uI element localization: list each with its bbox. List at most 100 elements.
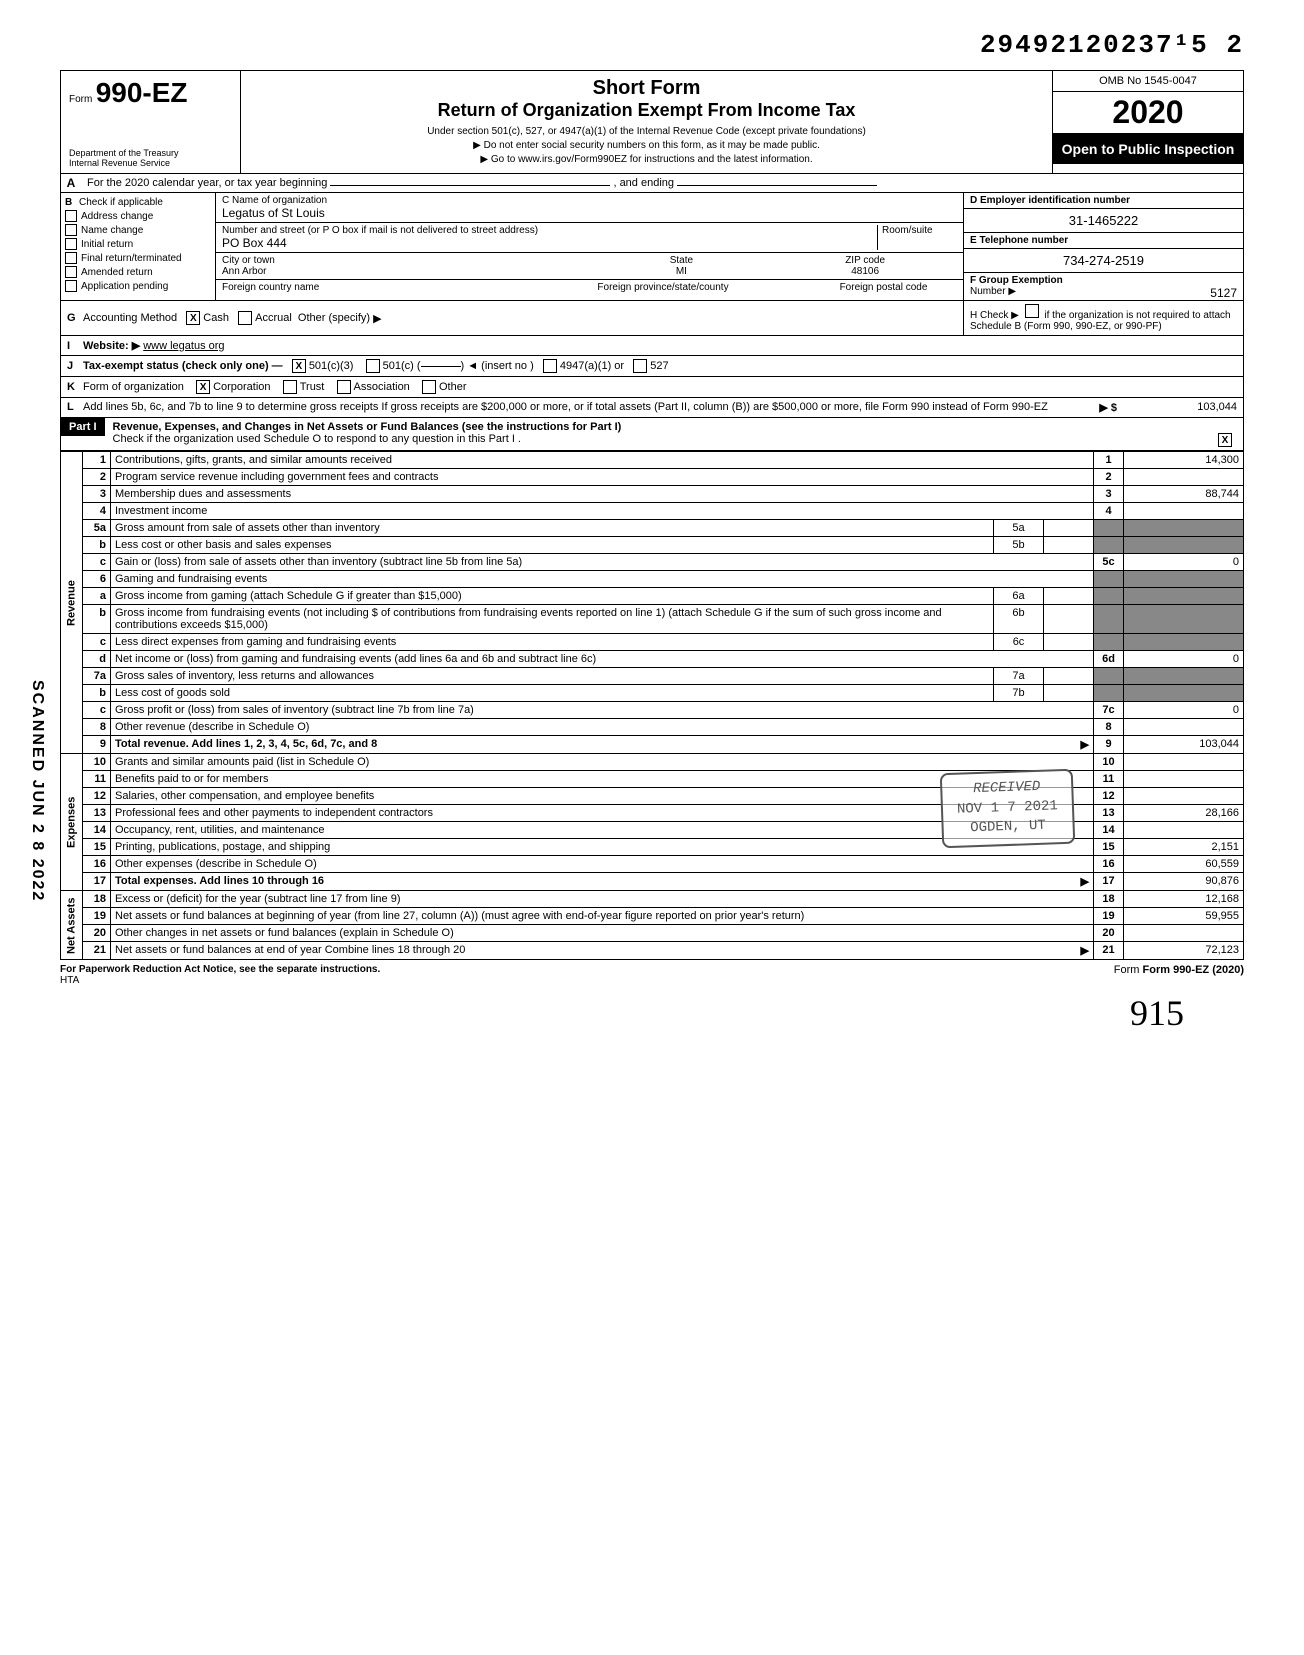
cb-corp[interactable]: X xyxy=(196,380,210,394)
line-ref xyxy=(1094,634,1124,651)
part1-check-text: Check if the organization used Schedule … xyxy=(113,433,521,445)
line-value: 28,166 xyxy=(1124,805,1244,822)
line-desc: Net income or (loss) from gaming and fun… xyxy=(111,651,1094,668)
line-ref: 4 xyxy=(1094,503,1124,520)
line-value xyxy=(1124,754,1244,771)
cb-name-change[interactable]: Name change xyxy=(65,224,211,236)
line-desc: Gaming and fundraising events xyxy=(111,571,1094,588)
line-value: 59,955 xyxy=(1124,908,1244,925)
cb-final-return[interactable]: Final return/terminated xyxy=(65,252,211,264)
line-value: 103,044 xyxy=(1124,736,1244,754)
cb-h[interactable] xyxy=(1025,304,1039,318)
side-label: Net Assets xyxy=(61,891,83,960)
line-number: d xyxy=(83,651,111,668)
line-value: 0 xyxy=(1124,702,1244,719)
cb-pending[interactable]: Application pending xyxy=(65,280,211,292)
label-l: L xyxy=(67,401,83,413)
line-desc: Gain or (loss) from sale of assets other… xyxy=(111,554,1094,571)
cb-initial-return[interactable]: Initial return xyxy=(65,238,211,250)
mini-val xyxy=(1044,588,1094,605)
cb-trust[interactable] xyxy=(283,380,297,394)
foreign-postal-label: Foreign postal code xyxy=(840,282,928,293)
line-number: c xyxy=(83,554,111,571)
cb-amended[interactable]: Amended return xyxy=(65,266,211,278)
line-value xyxy=(1124,520,1244,537)
b-heading: Check if applicable xyxy=(79,197,163,208)
footer: For Paperwork Reduction Act Notice, see … xyxy=(60,960,1244,986)
line-number: 13 xyxy=(83,805,111,822)
part1-checkbox[interactable]: X xyxy=(1218,433,1232,447)
line-number: 4 xyxy=(83,503,111,520)
line-value xyxy=(1124,588,1244,605)
mini-label: 6b xyxy=(994,605,1044,634)
cb-address-change[interactable]: Address change xyxy=(65,210,211,222)
cb-4947[interactable] xyxy=(543,359,557,373)
line-desc: Net assets or fund balances at beginning… xyxy=(111,908,1094,925)
line-value: 0 xyxy=(1124,651,1244,668)
row-a-text: For the 2020 calendar year, or tax year … xyxy=(87,177,327,189)
line-number: 2 xyxy=(83,469,111,486)
line-ref xyxy=(1094,668,1124,685)
phone-label: E Telephone number xyxy=(970,235,1068,246)
cb-label: Initial return xyxy=(81,239,133,250)
line-value xyxy=(1124,668,1244,685)
row-a-and: , and ending xyxy=(613,177,674,189)
document-number: 29492120237¹5 2 xyxy=(60,30,1244,60)
line-desc: Other revenue (describe in Schedule O) xyxy=(111,719,1094,736)
line-number: b xyxy=(83,605,111,634)
footer-right: Form Form 990-EZ (2020) xyxy=(1114,964,1244,986)
line-number: 5a xyxy=(83,520,111,537)
part1-table: Revenue1Contributions, gifts, grants, an… xyxy=(60,451,1244,960)
line-ref: 16 xyxy=(1094,856,1124,873)
line-desc: Less cost or other basis and sales expen… xyxy=(111,537,994,554)
cb-527[interactable] xyxy=(633,359,647,373)
table-row: 6Gaming and fundraising events xyxy=(61,571,1244,588)
line-desc: Investment income xyxy=(111,503,1094,520)
opt-501c: 501(c) ( xyxy=(383,360,421,372)
line-desc: Other expenses (describe in Schedule O) xyxy=(111,856,1094,873)
cb-label: Application pending xyxy=(81,281,168,292)
org-zip: 48106 xyxy=(851,266,879,277)
line-number: 1 xyxy=(83,452,111,469)
line-desc: Total expenses. Add lines 10 through 16 … xyxy=(111,873,1094,891)
line-number: a xyxy=(83,588,111,605)
dept-text: Department of the Treasury Internal Reve… xyxy=(69,149,179,169)
line-desc: Gross profit or (loss) from sales of inv… xyxy=(111,702,1094,719)
opt-accrual: Accrual xyxy=(255,312,292,324)
cb-accrual[interactable] xyxy=(238,311,252,325)
cb-cash[interactable]: X xyxy=(186,311,200,325)
line-value: 72,123 xyxy=(1124,942,1244,960)
table-row: 7aGross sales of inventory, less returns… xyxy=(61,668,1244,685)
table-row: 9Total revenue. Add lines 1, 2, 3, 4, 5c… xyxy=(61,736,1244,754)
cb-assoc[interactable] xyxy=(337,380,351,394)
line-value xyxy=(1124,537,1244,554)
label-j: J xyxy=(67,360,83,372)
line-ref: 6d xyxy=(1094,651,1124,668)
line-ref xyxy=(1094,571,1124,588)
mini-val xyxy=(1044,537,1094,554)
state-label: State xyxy=(670,255,693,266)
opt-insert: ) ◄ (insert no ) xyxy=(461,360,534,372)
line-ref: 15 xyxy=(1094,839,1124,856)
table-row: bLess cost of goods sold7b xyxy=(61,685,1244,702)
group-number-label: Number ▶ xyxy=(970,286,1016,297)
row-h-text: H Check ▶ xyxy=(970,310,1019,321)
cb-501c[interactable] xyxy=(366,359,380,373)
line-value xyxy=(1124,788,1244,805)
signature: 915 xyxy=(60,992,1244,1034)
table-row: Revenue1Contributions, gifts, grants, an… xyxy=(61,452,1244,469)
label-k: K xyxy=(67,381,83,393)
line-ref xyxy=(1094,520,1124,537)
received-stamp: RECEIVED NOV 1 7 2021 OGDEN, UT xyxy=(940,769,1075,848)
line-number: 11 xyxy=(83,771,111,788)
line-desc: Gross amount from sale of assets other t… xyxy=(111,520,994,537)
line-desc: Gross sales of inventory, less returns a… xyxy=(111,668,994,685)
table-row: 3Membership dues and assessments388,744 xyxy=(61,486,1244,503)
ein-value: 31-1465222 xyxy=(964,209,1243,233)
row-l-arrow: ▶ $ xyxy=(1099,401,1117,414)
line-ref: 14 xyxy=(1094,822,1124,839)
cb-other-org[interactable] xyxy=(422,380,436,394)
cb-501c3[interactable]: X xyxy=(292,359,306,373)
line-desc: Gross income from gaming (attach Schedul… xyxy=(111,588,994,605)
line-ref: 11 xyxy=(1094,771,1124,788)
